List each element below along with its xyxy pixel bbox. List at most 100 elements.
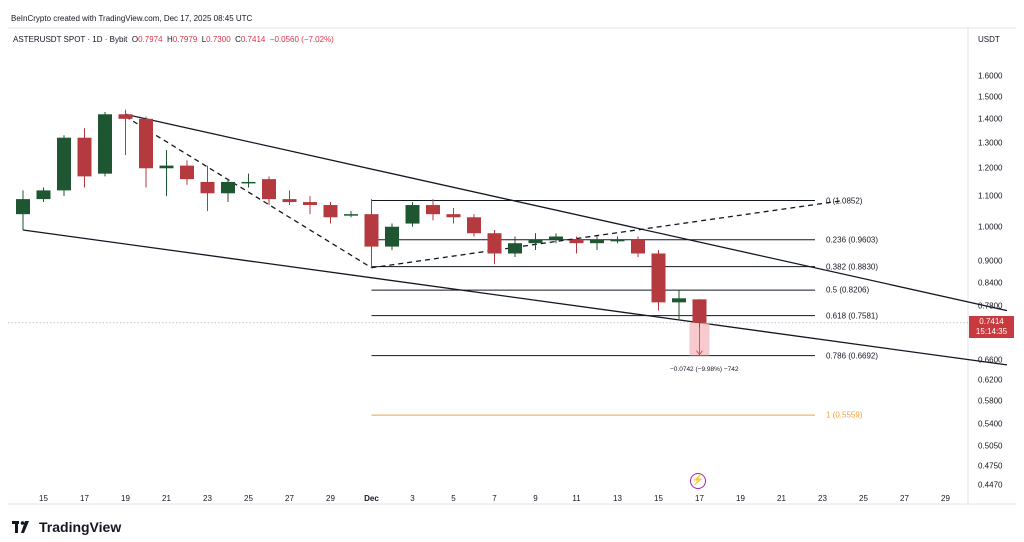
lightning-icon[interactable]: ⚡ bbox=[690, 473, 706, 489]
time-tick-label: 23 bbox=[818, 494, 827, 503]
candle-body bbox=[303, 202, 317, 206]
candle-body bbox=[262, 179, 276, 200]
high-value: 0.7979 bbox=[172, 35, 198, 44]
brand-name: TradingView bbox=[39, 519, 122, 535]
time-tick-label: 15 bbox=[39, 494, 48, 503]
candle-body bbox=[610, 239, 625, 242]
time-tick-label: 7 bbox=[492, 494, 497, 503]
price-tick-label: 0.5050 bbox=[978, 441, 1003, 451]
time-tick-label: 25 bbox=[244, 494, 253, 503]
open-value: 0.7974 bbox=[138, 35, 163, 44]
low-value: 0.7300 bbox=[206, 35, 231, 44]
current-price-badge: 0.7414 15:14:35 bbox=[969, 316, 1014, 338]
candle-body bbox=[16, 199, 30, 215]
time-tick-label: 11 bbox=[572, 494, 581, 503]
trend-line bbox=[22, 229, 1008, 366]
candle-body bbox=[569, 239, 584, 244]
fib-level-label: 0.786 (0.6692) bbox=[826, 351, 879, 361]
price-tick-label: 0.4750 bbox=[978, 461, 1003, 470]
price-tick-label: 1.6000 bbox=[978, 71, 1003, 81]
candle-body bbox=[508, 243, 522, 254]
price-tick-label: 0.8400 bbox=[978, 278, 1003, 288]
price-tick-label: 1.2000 bbox=[978, 163, 1003, 173]
candle-body bbox=[221, 181, 235, 194]
candle-body bbox=[57, 137, 71, 191]
fib-level-label: 0 (1.0852) bbox=[826, 196, 863, 206]
time-tick-label: 13 bbox=[613, 494, 622, 503]
fib-level-label: 0.382 (0.8830) bbox=[826, 262, 879, 272]
candle-body bbox=[426, 205, 440, 215]
close-value: 0.7414 bbox=[240, 35, 266, 44]
price-tick-label: 0.5400 bbox=[978, 419, 1003, 429]
candle-body bbox=[446, 214, 461, 218]
time-tick-label: 5 bbox=[451, 494, 456, 503]
fib-level-label: 0.618 (0.7581) bbox=[826, 311, 879, 321]
dashed-trend-line bbox=[125, 115, 372, 269]
candle-body bbox=[549, 236, 563, 240]
candle-body bbox=[77, 137, 92, 177]
candle-body bbox=[200, 181, 215, 194]
candle-body bbox=[282, 199, 297, 203]
time-tick-label: 15 bbox=[654, 494, 663, 503]
candle-body bbox=[631, 239, 645, 254]
price-tick-label: 0.4470 bbox=[978, 480, 1003, 490]
time-tick-label: 21 bbox=[777, 494, 786, 503]
time-tick-label: 29 bbox=[941, 494, 950, 503]
time-tick-label: 17 bbox=[80, 494, 89, 503]
time-tick-label: 9 bbox=[533, 494, 538, 503]
time-tick-label: 25 bbox=[859, 494, 868, 503]
candle-body bbox=[98, 114, 112, 174]
tradingview-logo[interactable]: TradingView bbox=[12, 519, 121, 535]
candle-body bbox=[344, 214, 358, 216]
trend-line bbox=[125, 113, 1008, 312]
price-tick-label: 1.3000 bbox=[978, 138, 1003, 148]
candle-body bbox=[692, 299, 707, 323]
candle-body bbox=[590, 239, 604, 244]
symbol-legend: ASTERUSDT SPOT · 1D · Bybit O0.7974 H0.7… bbox=[13, 35, 334, 44]
time-tick-label: 17 bbox=[695, 494, 704, 503]
candle-body bbox=[672, 298, 686, 303]
tradingview-logo-icon bbox=[12, 521, 29, 533]
candle-body bbox=[528, 239, 543, 244]
currency-label[interactable]: USDT bbox=[978, 35, 1000, 44]
candle-body bbox=[467, 217, 481, 234]
time-tick-label: 21 bbox=[162, 494, 171, 503]
measure-box bbox=[689, 322, 710, 356]
candle-body bbox=[241, 181, 256, 184]
price-tick-label: 0.6600 bbox=[978, 355, 1003, 365]
candle-body bbox=[651, 253, 666, 303]
time-tick-label: 29 bbox=[326, 494, 335, 503]
symbol-name: ASTERUSDT SPOT · 1D · Bybit bbox=[13, 35, 128, 44]
candle-body bbox=[385, 226, 399, 247]
price-tick-label: 0.6200 bbox=[978, 375, 1003, 385]
price-tick-label: 0.7800 bbox=[978, 301, 1003, 311]
candle-body bbox=[180, 165, 194, 180]
time-tick-label: 27 bbox=[900, 494, 909, 503]
candle-body bbox=[364, 214, 379, 247]
chart-credit: BeInCrypto created with TradingView.com,… bbox=[11, 14, 253, 23]
time-tick-label: 19 bbox=[736, 494, 745, 503]
price-tick-label: 1.0000 bbox=[978, 222, 1003, 232]
candle-body bbox=[118, 114, 133, 119]
price-tick-label: 1.1000 bbox=[978, 191, 1003, 201]
change-value: −0.0560 (−7.02%) bbox=[269, 35, 334, 44]
fib-level-label: 0.5 (0.8206) bbox=[826, 285, 870, 295]
candle-body bbox=[159, 165, 174, 169]
price-tick-label: 0.5800 bbox=[978, 396, 1003, 406]
candle-body bbox=[405, 205, 420, 224]
fib-level-label: 1 (0.5559) bbox=[826, 410, 863, 420]
price-tick-label: 1.4000 bbox=[978, 114, 1003, 124]
time-tick-label: 27 bbox=[285, 494, 294, 503]
candle-body bbox=[139, 118, 153, 169]
price-tick-label: 1.5000 bbox=[978, 92, 1003, 102]
measure-label: −0.0742 (−9.98%) −742 bbox=[670, 366, 739, 373]
candle-body bbox=[323, 205, 338, 218]
time-tick-label: 23 bbox=[203, 494, 212, 503]
candle-body bbox=[36, 190, 51, 200]
measure-arrow-head bbox=[696, 350, 703, 356]
price-tick-label: 0.9000 bbox=[978, 256, 1003, 266]
time-tick-label: 3 bbox=[410, 494, 415, 503]
time-tick-label: 19 bbox=[121, 494, 130, 503]
bar-countdown: 15:14:35 bbox=[975, 327, 1008, 336]
time-tick-label: Dec bbox=[364, 494, 379, 503]
